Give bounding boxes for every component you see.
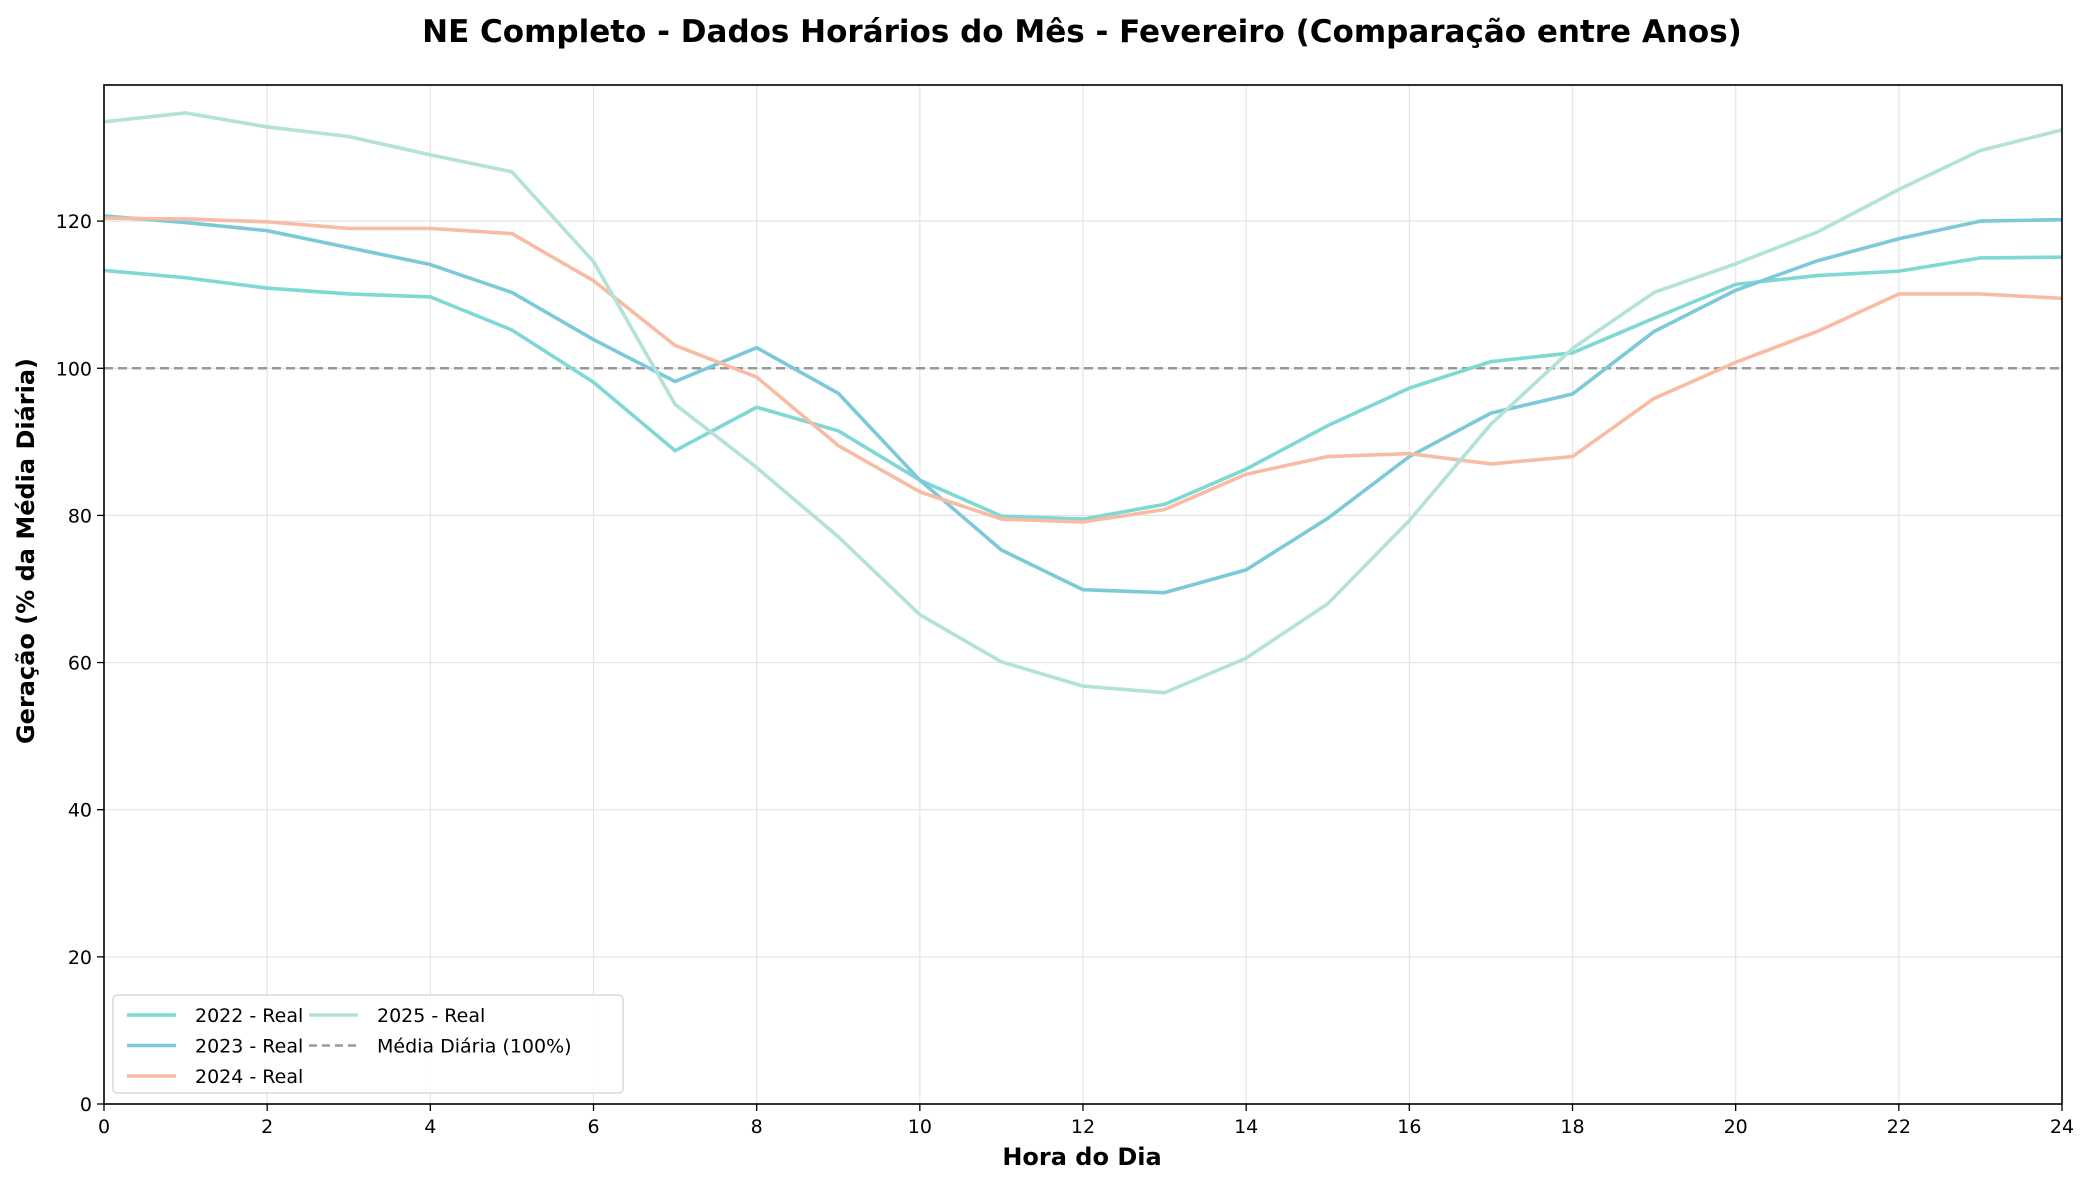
series-line-2024 xyxy=(103,216,2063,524)
x-tick-label: 0 xyxy=(98,1116,110,1138)
y-axis-ticks: 0 20 40 60 80 100 120 xyxy=(56,211,104,1116)
legend-label: 2025 - Real xyxy=(377,1005,485,1027)
x-axis-ticks: 0 2 4 6 8 10 12 14 16 18 20 22 24 xyxy=(98,1104,2074,1138)
legend-label: 2022 - Real xyxy=(195,1005,303,1027)
y-axis-label: Geração (% da Média Diária) xyxy=(12,358,40,744)
x-tick-label: 16 xyxy=(1397,1116,1421,1138)
y-tick-label: 80 xyxy=(68,505,92,527)
series-line-2022 xyxy=(103,255,2063,521)
legend-label: 2023 - Real xyxy=(195,1036,303,1058)
x-tick-label: 20 xyxy=(1724,1116,1748,1138)
x-tick-label: 8 xyxy=(751,1116,763,1138)
legend: 2022 - Real 2023 - Real 2024 - Real 2025 - … xyxy=(112,994,624,1094)
x-tick-label: 18 xyxy=(1560,1116,1584,1138)
legend-label: Média Diária (100%) xyxy=(377,1036,572,1058)
y-tick-label: 20 xyxy=(68,947,92,969)
y-tick-label: 40 xyxy=(68,800,92,822)
x-tick-label: 6 xyxy=(587,1116,599,1138)
legend-box xyxy=(112,994,624,1094)
x-tick-label: 24 xyxy=(2050,1116,2074,1138)
x-axis-label: Hora do Dia xyxy=(1002,1143,1161,1171)
x-tick-label: 2 xyxy=(261,1116,273,1138)
series-line-2025 xyxy=(103,111,2063,695)
y-tick-label: 60 xyxy=(68,653,92,675)
x-tick-label: 10 xyxy=(908,1116,932,1138)
y-tick-label: 100 xyxy=(56,358,92,380)
x-tick-label: 14 xyxy=(1234,1116,1258,1138)
x-tick-label: 22 xyxy=(1887,1116,1911,1138)
x-tick-label: 4 xyxy=(424,1116,436,1138)
legend-label: 2024 - Real xyxy=(195,1066,303,1088)
grid xyxy=(103,85,2063,1105)
series-line-2023 xyxy=(103,214,2063,595)
chart-title: NE Completo - Dados Horários do Mês - Fe… xyxy=(422,14,1742,50)
y-tick-label: 120 xyxy=(56,211,92,233)
series-group xyxy=(103,111,2063,695)
y-tick-label: 0 xyxy=(80,1094,92,1116)
x-tick-label: 12 xyxy=(1071,1116,1095,1138)
